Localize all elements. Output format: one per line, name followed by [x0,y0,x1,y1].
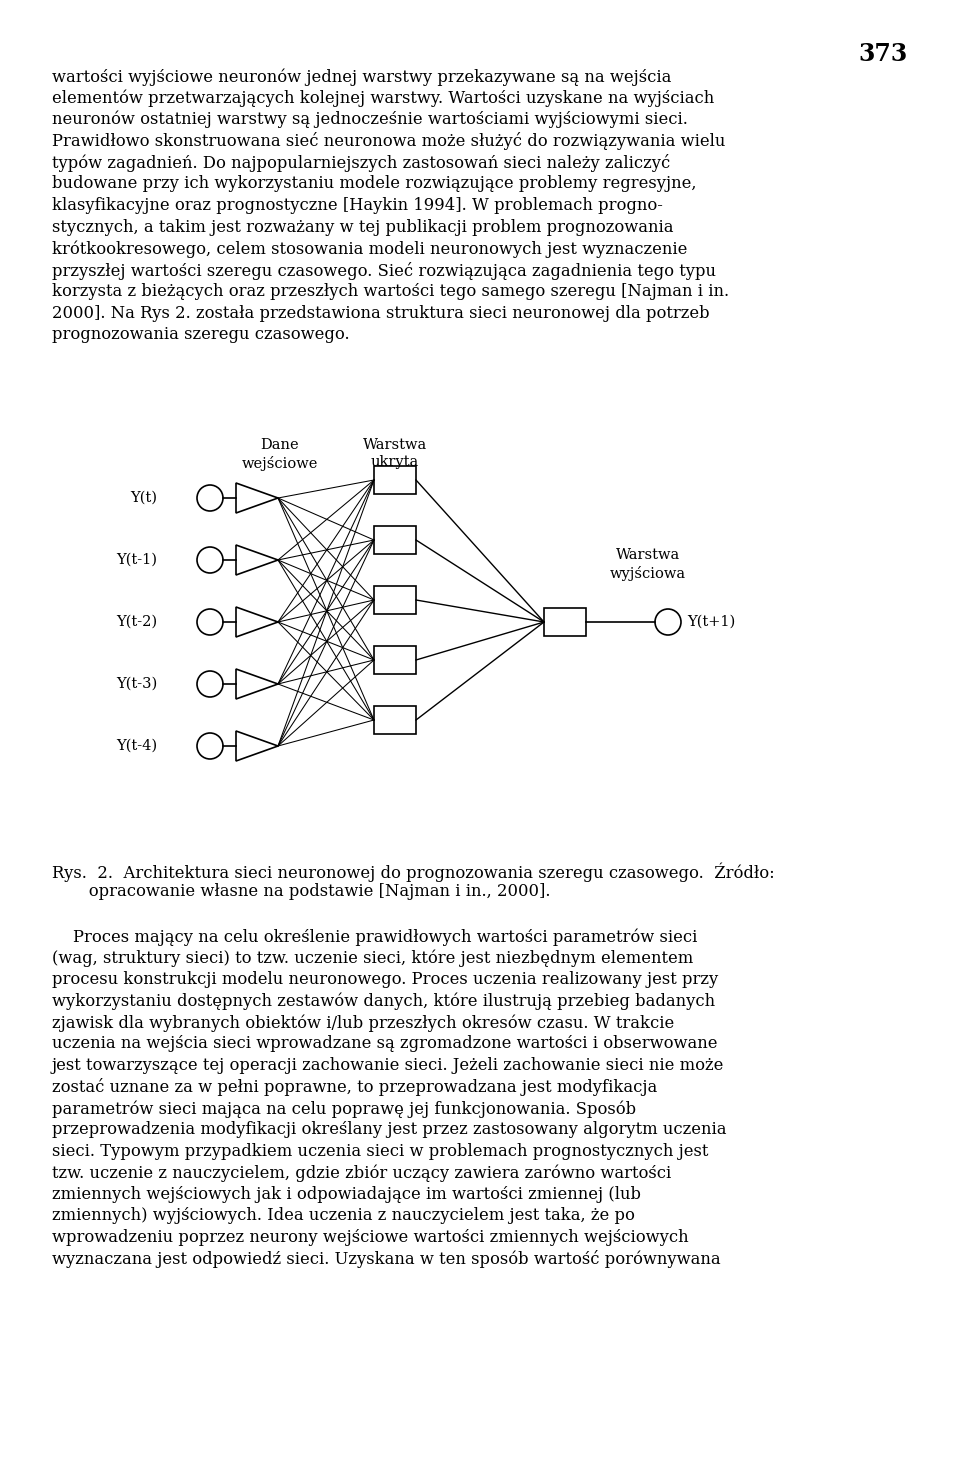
Text: prognozowania szeregu czasowego.: prognozowania szeregu czasowego. [52,326,349,343]
Text: przyszłej wartości szeregu czasowego. Sieć rozwiązująca zagadnienia tego typu: przyszłej wartości szeregu czasowego. Si… [52,261,716,280]
Text: Y(t-1): Y(t-1) [116,553,157,568]
Text: zmiennych) wyjściowych. Idea uczenia z nauczycielem jest taka, że po: zmiennych) wyjściowych. Idea uczenia z n… [52,1207,635,1225]
Text: Y(t-3): Y(t-3) [116,676,157,691]
Text: (wag, struktury sieci) to tzw. uczenie sieci, które jest niezbędnym elementem: (wag, struktury sieci) to tzw. uczenie s… [52,949,693,967]
Text: uczenia na wejścia sieci wprowadzane są zgromadzone wartości i obserwowane: uczenia na wejścia sieci wprowadzane są … [52,1036,717,1052]
Text: tzw. uczenie z nauczycielem, gdzie zbiór uczący zawiera zarówno wartości: tzw. uczenie z nauczycielem, gdzie zbiór… [52,1165,671,1182]
Text: wykorzystaniu dostępnych zestawów danych, które ilustrują przebieg badanych: wykorzystaniu dostępnych zestawów danych… [52,993,715,1009]
Text: korzysta z bieżących oraz przeszłych wartości tego samego szeregu [Najman i in.: korzysta z bieżących oraz przeszłych war… [52,283,730,299]
Text: krótkookresowego, celem stosowania modeli neuronowych jest wyznaczenie: krótkookresowego, celem stosowania model… [52,241,687,258]
Bar [544,607,586,637]
Bar [374,585,416,615]
Text: Warstwa
ukryta: Warstwa ukryta [363,439,427,469]
Text: opracowanie własne na podstawie [Najman i in., 2000].: opracowanie własne na podstawie [Najman … [52,883,550,901]
Text: sieci. Typowym przypadkiem uczenia sieci w problemach prognostycznych jest: sieci. Typowym przypadkiem uczenia sieci… [52,1143,708,1160]
Text: klasyfikacyjne oraz prognostyczne [Haykin 1994]. W problemach progno-: klasyfikacyjne oraz prognostyczne [Hayki… [52,197,662,214]
Text: elementów przetwarzających kolejnej warstwy. Wartości uzyskane na wyjściach: elementów przetwarzających kolejnej wars… [52,89,714,107]
Text: Proces mający na celu określenie prawidłowych wartości parametrów sieci: Proces mający na celu określenie prawidł… [52,929,697,946]
Text: przeprowadzenia modyfikacji określany jest przez zastosowany algorytm uczenia: przeprowadzenia modyfikacji określany je… [52,1121,727,1138]
Text: wprowadzeniu poprzez neurony wejściowe wartości zmiennych wejściowych: wprowadzeniu poprzez neurony wejściowe w… [52,1229,688,1245]
Text: Rys.  2.  Architektura sieci neuronowej do prognozowania szeregu czasowego.  Źró: Rys. 2. Architektura sieci neuronowej do… [52,863,775,882]
Text: jest towarzyszące tej operacji zachowanie sieci. Jeżeli zachowanie sieci nie moż: jest towarzyszące tej operacji zachowani… [52,1058,725,1074]
Bar [374,706,416,734]
Text: 373: 373 [859,43,908,66]
Text: procesu konstrukcji modelu neuronowego. Proces uczenia realizowany jest przy: procesu konstrukcji modelu neuronowego. … [52,971,718,987]
Text: zostać uznane za w pełni poprawne, to przeprowadzana jest modyfikacja: zostać uznane za w pełni poprawne, to pr… [52,1078,658,1096]
Text: stycznych, a takim jest rozważany w tej publikacji problem prognozowania: stycznych, a takim jest rozważany w tej … [52,219,674,236]
Text: Y(t-2): Y(t-2) [116,615,157,629]
Text: parametrów sieci mająca na celu poprawę jej funkcjonowania. Sposób: parametrów sieci mająca na celu poprawę … [52,1100,636,1118]
Text: budowane przy ich wykorzystaniu modele rozwiązujące problemy regresyjne,: budowane przy ich wykorzystaniu modele r… [52,176,697,192]
Text: typów zagadnień. Do najpopularniejszych zastosowań sieci należy zaliczyć: typów zagadnień. Do najpopularniejszych … [52,154,670,172]
Text: wyznaczana jest odpowiedź sieci. Uzyskana w ten sposób wartość porównywana: wyznaczana jest odpowiedź sieci. Uzyskan… [52,1250,721,1269]
Bar [374,527,416,555]
Text: Y(t-4): Y(t-4) [116,739,157,753]
Text: Warstwa
wyjściowa: Warstwa wyjściowa [610,549,686,581]
Bar [374,645,416,673]
Text: zmiennych wejściowych jak i odpowiadające im wartości zmiennej (lub: zmiennych wejściowych jak i odpowiadając… [52,1185,641,1203]
Text: Dane
wejściowe: Dane wejściowe [242,439,318,471]
Text: Y(t+1): Y(t+1) [687,615,735,629]
Bar [374,467,416,494]
Text: neuronów ostatniej warstwy są jednocześnie wartościami wyjściowymi sieci.: neuronów ostatniej warstwy są jednocześn… [52,111,688,129]
Text: Prawidłowo skonstruowana sieć neuronowa może służyć do rozwiązywania wielu: Prawidłowo skonstruowana sieć neuronowa … [52,132,726,151]
Text: 2000]. Na Rys 2. została przedstawiona struktura sieci neuronowej dla potrzeb: 2000]. Na Rys 2. została przedstawiona s… [52,305,709,321]
Text: wartości wyjściowe neuronów jednej warstwy przekazywane są na wejścia: wartości wyjściowe neuronów jednej warst… [52,67,671,85]
Text: Y(t): Y(t) [130,491,157,505]
Text: zjawisk dla wybranych obiektów i/lub przeszłych okresów czasu. W trakcie: zjawisk dla wybranych obiektów i/lub prz… [52,1014,674,1031]
